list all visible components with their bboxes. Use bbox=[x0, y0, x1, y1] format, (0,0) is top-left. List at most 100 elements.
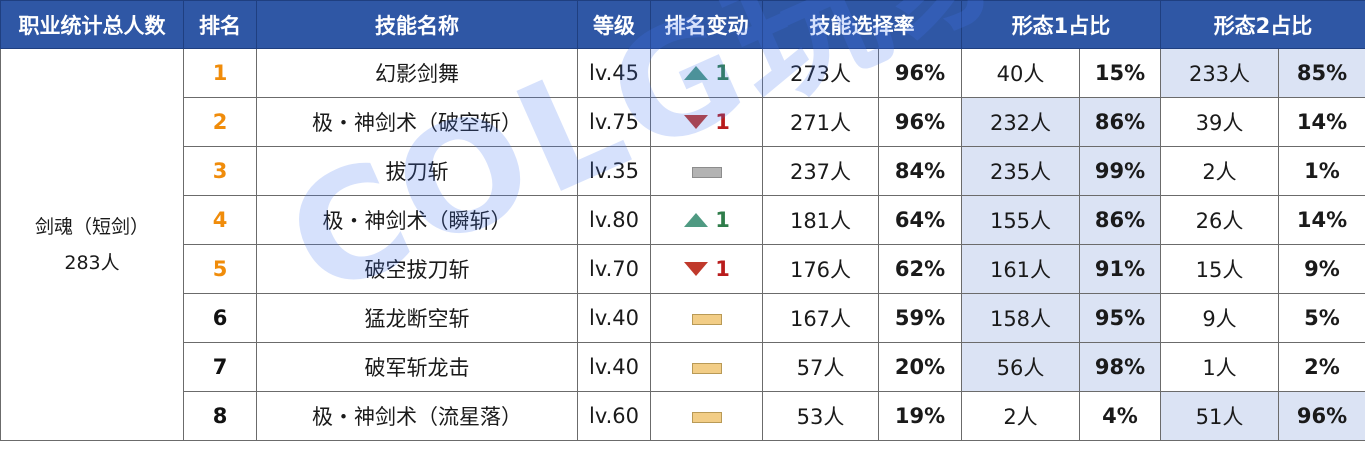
form2-count-cell: 39人 bbox=[1160, 97, 1279, 147]
selection-count-cell: 271人 bbox=[762, 97, 879, 147]
header-profession-total: 职业统计总人数 bbox=[0, 0, 184, 49]
form1-count-cell: 2人 bbox=[961, 391, 1080, 441]
rank-change-value: 1 bbox=[715, 60, 730, 85]
rank-change-value: 1 bbox=[715, 207, 730, 232]
skill-name-cell: 破空拔刀斩 bbox=[256, 244, 578, 294]
form1-count-cell: 56人 bbox=[961, 342, 1080, 392]
level-cell: lv.60 bbox=[577, 391, 651, 441]
level-cell: lv.70 bbox=[577, 244, 651, 294]
rank-change-cell: 1 bbox=[650, 48, 763, 98]
profession-total: 283人 bbox=[64, 251, 120, 274]
selection-count-cell: 176人 bbox=[762, 244, 879, 294]
form2-count-cell: 1人 bbox=[1160, 342, 1279, 392]
level-cell: lv.45 bbox=[577, 48, 651, 98]
selection-count-cell: 57人 bbox=[762, 342, 879, 392]
rank-change-cell bbox=[650, 342, 763, 392]
form2-pct-cell: 96% bbox=[1278, 391, 1365, 441]
flat-bar-icon bbox=[691, 167, 722, 178]
header-skill-name: 技能名称 bbox=[256, 0, 578, 49]
rank-change-cell: 1 bbox=[650, 195, 763, 245]
rank-change-cell bbox=[650, 146, 763, 196]
form2-pct-cell: 5% bbox=[1278, 293, 1365, 343]
form1-count-cell: 40人 bbox=[961, 48, 1080, 98]
form2-pct-cell: 14% bbox=[1278, 195, 1365, 245]
selection-rate-cell: 62% bbox=[878, 244, 962, 294]
skill-name-cell: 极・神剑术（破空斩） bbox=[256, 97, 578, 147]
flat-bar-icon bbox=[691, 314, 722, 325]
form2-pct-cell: 14% bbox=[1278, 97, 1365, 147]
triangle-down-icon bbox=[684, 114, 709, 129]
table-row: 剑魂（短剑） 283人 1 幻影剑舞 lv.45 1 273人 96% 40人 15% 233人 85… bbox=[0, 48, 1365, 441]
selection-count-cell: 53人 bbox=[762, 391, 879, 441]
skill-name-cell: 极・神剑术（瞬斩） bbox=[256, 195, 578, 245]
form2-pct-cell: 9% bbox=[1278, 244, 1365, 294]
form2-pct-cell: 1% bbox=[1278, 146, 1365, 196]
selection-count-cell: 273人 bbox=[762, 48, 879, 98]
form1-pct-cell: 86% bbox=[1079, 97, 1161, 147]
selection-rate-cell: 64% bbox=[878, 195, 962, 245]
form1-pct-cell: 86% bbox=[1079, 195, 1161, 245]
form1-count-cell: 155人 bbox=[961, 195, 1080, 245]
form1-pct-cell: 95% bbox=[1079, 293, 1161, 343]
rank-cell: 7 bbox=[183, 342, 257, 392]
table-row: 5 破空拔刀斩 lv.70 1 176人 62% 161人 91% 15人 9% bbox=[1, 244, 1365, 294]
selection-rate-cell: 59% bbox=[878, 293, 962, 343]
level-cell: lv.75 bbox=[577, 97, 651, 147]
profession-name: 剑魂（短剑） bbox=[34, 215, 149, 238]
selection-rate-cell: 19% bbox=[878, 391, 962, 441]
rank-change: 1 bbox=[683, 208, 730, 232]
triangle-up-icon bbox=[684, 212, 709, 227]
selection-rate-cell: 96% bbox=[878, 97, 962, 147]
table-row: 8 极・神剑术（流星落） lv.60 53人 19% 2人 4% 51人 96% bbox=[1, 391, 1365, 441]
skill-name-cell: 拔刀斩 bbox=[256, 146, 578, 196]
rank-change-cell: 1 bbox=[650, 97, 763, 147]
rank-cell: 8 bbox=[183, 391, 257, 441]
form1-pct-cell: 91% bbox=[1079, 244, 1161, 294]
form2-pct-cell: 2% bbox=[1278, 342, 1365, 392]
selection-rate-cell: 96% bbox=[878, 48, 962, 98]
form2-count-cell: 233人 bbox=[1160, 48, 1279, 98]
profession-cell: 剑魂（短剑） 283人 bbox=[0, 48, 184, 441]
rank-cell: 2 bbox=[183, 97, 257, 147]
rank-cell: 1 bbox=[183, 48, 257, 98]
skill-name-cell: 破军斩龙击 bbox=[256, 342, 578, 392]
header-level: 等级 bbox=[577, 0, 651, 49]
rank-change: 1 bbox=[683, 110, 730, 134]
form2-count-cell: 9人 bbox=[1160, 293, 1279, 343]
triangle-down-icon bbox=[684, 261, 709, 276]
rank-cell: 4 bbox=[183, 195, 257, 245]
selection-rate-cell: 84% bbox=[878, 146, 962, 196]
rank-change-cell bbox=[650, 293, 763, 343]
rank-cell: 6 bbox=[183, 293, 257, 343]
header-rank-change: 排名变动 bbox=[650, 0, 763, 49]
skill-name-cell: 猛龙断空斩 bbox=[256, 293, 578, 343]
rank-cell: 3 bbox=[183, 146, 257, 196]
rank-change-cell: 1 bbox=[650, 244, 763, 294]
form1-count-cell: 158人 bbox=[961, 293, 1080, 343]
form2-count-cell: 15人 bbox=[1160, 244, 1279, 294]
header-rank: 排名 bbox=[183, 0, 257, 49]
selection-count-cell: 167人 bbox=[762, 293, 879, 343]
level-cell: lv.80 bbox=[577, 195, 651, 245]
rank-cell: 5 bbox=[183, 244, 257, 294]
header-form2: 形态2占比 bbox=[1160, 0, 1365, 49]
header-selection-rate: 技能选择率 bbox=[762, 0, 962, 49]
form1-pct-cell: 4% bbox=[1079, 391, 1161, 441]
skill-name-cell: 幻影剑舞 bbox=[256, 48, 578, 98]
rank-change-value: 1 bbox=[715, 109, 730, 134]
form1-count-cell: 161人 bbox=[961, 244, 1080, 294]
form2-count-cell: 26人 bbox=[1160, 195, 1279, 245]
header-row: 职业统计总人数 排名 技能名称 等级 排名变动 技能选择率 形态1占比 形态2占… bbox=[0, 0, 1365, 49]
level-cell: lv.35 bbox=[577, 146, 651, 196]
form1-pct-cell: 15% bbox=[1079, 48, 1161, 98]
flat-bar-icon bbox=[691, 363, 722, 374]
rank-change-cell bbox=[650, 391, 763, 441]
rank-change: 1 bbox=[683, 61, 730, 85]
flat-bar-icon bbox=[691, 412, 722, 423]
table-row: 7 破军斩龙击 lv.40 57人 20% 56人 98% 1人 2% bbox=[1, 342, 1365, 392]
form1-count-cell: 235人 bbox=[961, 146, 1080, 196]
selection-rate-cell: 20% bbox=[878, 342, 962, 392]
form2-pct-cell: 85% bbox=[1278, 48, 1365, 98]
form1-count-cell: 232人 bbox=[961, 97, 1080, 147]
